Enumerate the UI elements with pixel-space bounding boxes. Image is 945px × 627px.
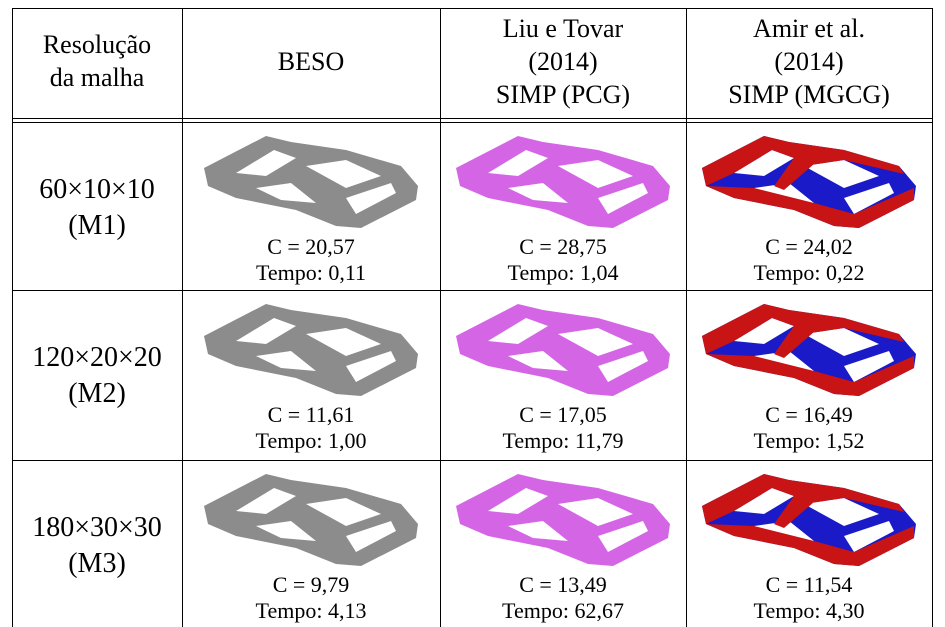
time: Tempo: 0,22 xyxy=(754,260,865,286)
border xyxy=(12,460,932,461)
header-text: (2014) xyxy=(774,47,843,77)
structure-image xyxy=(448,466,678,571)
header-text: SIMP (PCG) xyxy=(496,80,630,110)
time: Tempo: 0,11 xyxy=(256,260,366,286)
mesh-label: 180×30×30 xyxy=(32,512,162,544)
compliance: C = 9,79 xyxy=(273,572,350,598)
time: Tempo: 62,67 xyxy=(502,598,624,624)
time: Tempo: 1,00 xyxy=(256,428,367,454)
time: Tempo: 4,13 xyxy=(256,598,367,624)
border xyxy=(440,8,441,627)
mesh-label: 60×10×10 xyxy=(39,174,155,206)
header-text: da malha xyxy=(50,63,145,93)
border xyxy=(12,8,932,9)
mesh-label: (M3) xyxy=(68,548,126,580)
structure-image xyxy=(694,128,924,233)
header-text: BESO xyxy=(278,47,344,77)
border xyxy=(12,118,932,119)
compliance: C = 16,49 xyxy=(765,402,853,428)
mesh-label: (M1) xyxy=(68,210,126,242)
structure-image xyxy=(196,466,426,571)
time: Tempo: 1,52 xyxy=(754,428,865,454)
compliance: C = 24,02 xyxy=(765,234,853,260)
header-text: Resolução xyxy=(43,30,151,60)
header-text: Liu e Tovar xyxy=(503,14,623,44)
time: Tempo: 1,04 xyxy=(508,260,619,286)
table-page: Resoluçãoda malhaBESOLiu e Tovar(2014)SI… xyxy=(0,0,945,627)
structure-image xyxy=(448,296,678,401)
compliance: C = 11,54 xyxy=(766,572,853,598)
time: Tempo: 4,30 xyxy=(754,598,865,624)
compliance: C = 17,05 xyxy=(519,402,607,428)
header-text: SIMP (MGCG) xyxy=(728,80,890,110)
mesh-label: (M2) xyxy=(68,378,126,410)
time: Tempo: 11,79 xyxy=(502,428,623,454)
compliance: C = 28,75 xyxy=(519,234,607,260)
compliance: C = 13,49 xyxy=(519,572,607,598)
compliance: C = 11,61 xyxy=(268,402,355,428)
border xyxy=(12,8,13,627)
structure-image xyxy=(196,296,426,401)
header-text: Amir et al. xyxy=(753,14,865,44)
border xyxy=(686,8,687,627)
structure-image xyxy=(694,466,924,571)
compliance: C = 20,57 xyxy=(267,234,355,260)
structure-image xyxy=(694,296,924,401)
border xyxy=(12,122,932,123)
border xyxy=(182,8,183,627)
header-text: (2014) xyxy=(528,47,597,77)
border xyxy=(12,290,932,291)
structure-image xyxy=(448,128,678,233)
mesh-label: 120×20×20 xyxy=(32,342,162,374)
structure-image xyxy=(196,128,426,233)
border xyxy=(932,8,933,627)
